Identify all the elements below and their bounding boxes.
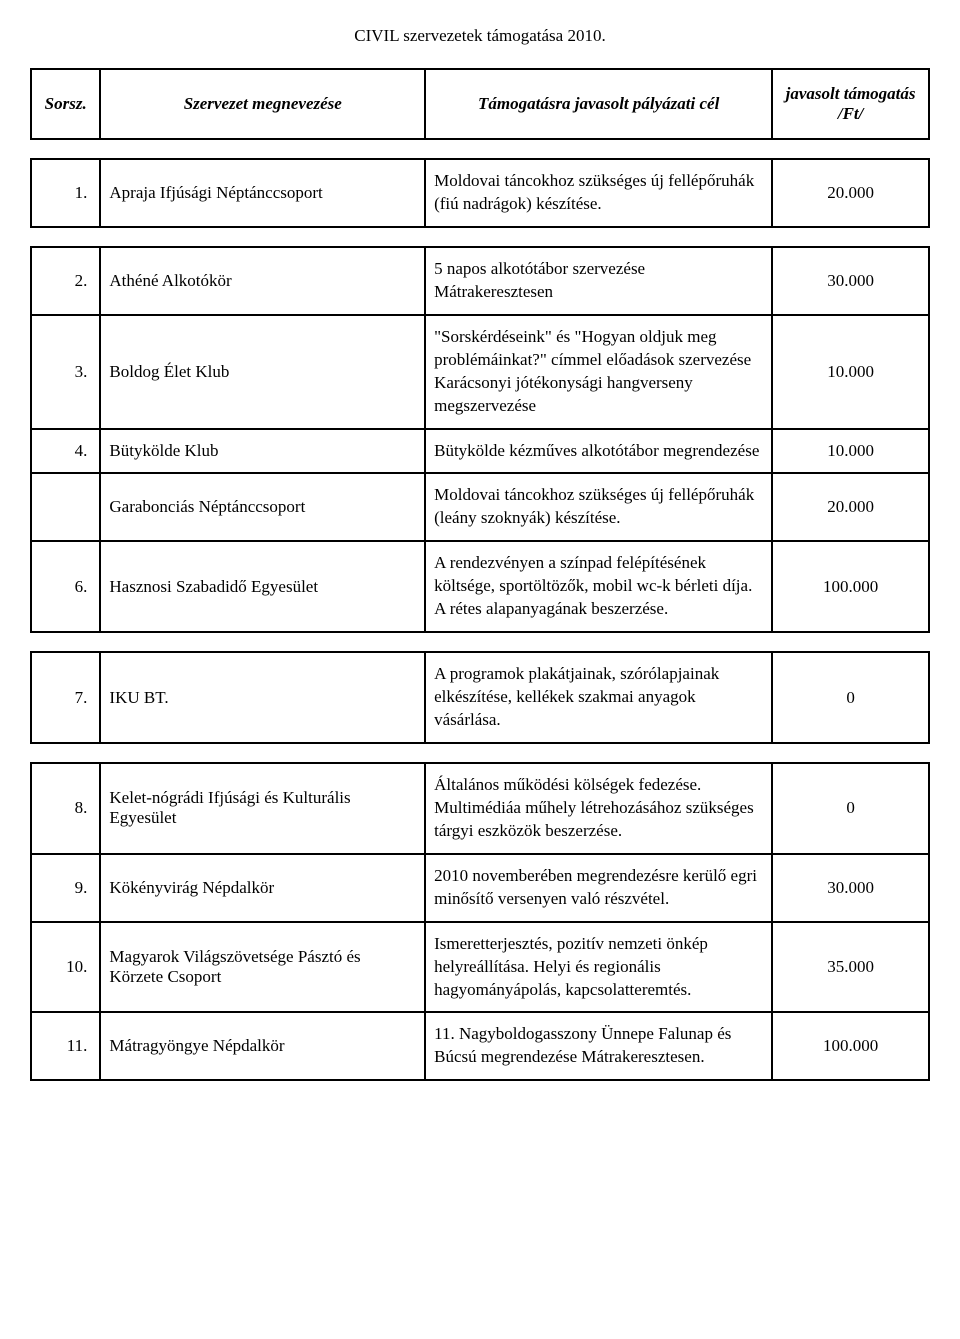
cell-num: 9. <box>31 854 100 922</box>
cell-org: Kökényvirág Népdalkör <box>100 854 425 922</box>
cell-num: 6. <box>31 541 100 632</box>
cell-num: 2. <box>31 247 100 315</box>
cell-num: 8. <box>31 763 100 854</box>
cell-goal: 5 napos alkotótábor szervezése Mátrakere… <box>425 247 772 315</box>
cell-goal: A programok plakátjainak, szórólapjainak… <box>425 652 772 743</box>
cell-goal: Moldovai táncokhoz szükséges új fellépőr… <box>425 159 772 227</box>
table-row: 8.Kelet-nógrádi Ifjúsági és Kulturális E… <box>31 763 929 854</box>
cell-num: 10. <box>31 922 100 1013</box>
cell-goal: Ismeretterjesztés, pozitív nemzeti önkép… <box>425 922 772 1013</box>
cell-goal: "Sorskérdéseink" és "Hogyan oldjuk meg p… <box>425 315 772 429</box>
table-row: 6.Hasznosi Szabadidő EgyesületA rendezvé… <box>31 541 929 632</box>
col-num: Sorsz. <box>31 69 100 139</box>
cell-goal: Bütykölde kézműves alkotótábor megrendez… <box>425 429 772 474</box>
cell-org: Hasznosi Szabadidő Egyesület <box>100 541 425 632</box>
table-row: 1.Apraja Ifjúsági NéptánccsoportMoldovai… <box>31 159 929 227</box>
table-row: 4.Bütykölde KlubBütykölde kézműves alkot… <box>31 429 929 474</box>
cell-amount: 30.000 <box>772 247 929 315</box>
cell-amount: 10.000 <box>772 315 929 429</box>
table-row: 11.Mátragyöngye Népdalkör11. Nagyboldoga… <box>31 1012 929 1080</box>
cell-org: IKU BT. <box>100 652 425 743</box>
table-row: 2.Athéné Alkotókör5 napos alkotótábor sz… <box>31 247 929 315</box>
cell-org: Mátragyöngye Népdalkör <box>100 1012 425 1080</box>
cell-goal: A rendezvényen a színpad felépítésének k… <box>425 541 772 632</box>
table-row: 3.Boldog Élet Klub"Sorskérdéseink" és "H… <box>31 315 929 429</box>
col-org: Szervezet megnevezése <box>100 69 425 139</box>
cell-num: 1. <box>31 159 100 227</box>
cell-num: 3. <box>31 315 100 429</box>
cell-num: 7. <box>31 652 100 743</box>
cell-org: Garabonciás Néptánccsoport <box>100 473 425 541</box>
cell-goal: Moldovai táncokhoz szükséges új fellépőr… <box>425 473 772 541</box>
cell-org: Athéné Alkotókör <box>100 247 425 315</box>
cell-amount: 30.000 <box>772 854 929 922</box>
cell-amount: 35.000 <box>772 922 929 1013</box>
cell-org: Apraja Ifjúsági Néptánccsoport <box>100 159 425 227</box>
cell-num: 11. <box>31 1012 100 1080</box>
cell-goal: 11. Nagyboldogasszony Ünnepe Falunap és … <box>425 1012 772 1080</box>
table-row: 7.IKU BT.A programok plakátjainak, szóró… <box>31 652 929 743</box>
cell-amount: 100.000 <box>772 1012 929 1080</box>
cell-num <box>31 473 100 541</box>
cell-goal: 2010 novemberében megrendezésre kerülő e… <box>425 854 772 922</box>
cell-amount: 0 <box>772 652 929 743</box>
col-amt: javasolt támogatás /Ft/ <box>772 69 929 139</box>
cell-num: 4. <box>31 429 100 474</box>
grants-table: Sorsz. Szervezet megnevezése Támogatásra… <box>30 68 930 1081</box>
table-row: 10.Magyarok Világszövetsége Pásztó és Kö… <box>31 922 929 1013</box>
table-row: 9.Kökényvirág Népdalkör2010 novemberében… <box>31 854 929 922</box>
table-row: Garabonciás NéptánccsoportMoldovai tánco… <box>31 473 929 541</box>
cell-amount: 0 <box>772 763 929 854</box>
cell-org: Bütykölde Klub <box>100 429 425 474</box>
col-goal: Támogatásra javasolt pályázati cél <box>425 69 772 139</box>
page-title: CIVIL szervezetek támogatása 2010. <box>30 26 930 46</box>
cell-org: Magyarok Világszövetsége Pásztó és Körze… <box>100 922 425 1013</box>
cell-org: Kelet-nógrádi Ifjúsági és Kulturális Egy… <box>100 763 425 854</box>
cell-amount: 10.000 <box>772 429 929 474</box>
cell-amount: 20.000 <box>772 473 929 541</box>
cell-amount: 100.000 <box>772 541 929 632</box>
table-header-row: Sorsz. Szervezet megnevezése Támogatásra… <box>31 69 929 139</box>
cell-org: Boldog Élet Klub <box>100 315 425 429</box>
cell-goal: Általános működési kölségek fedezése. Mu… <box>425 763 772 854</box>
cell-amount: 20.000 <box>772 159 929 227</box>
